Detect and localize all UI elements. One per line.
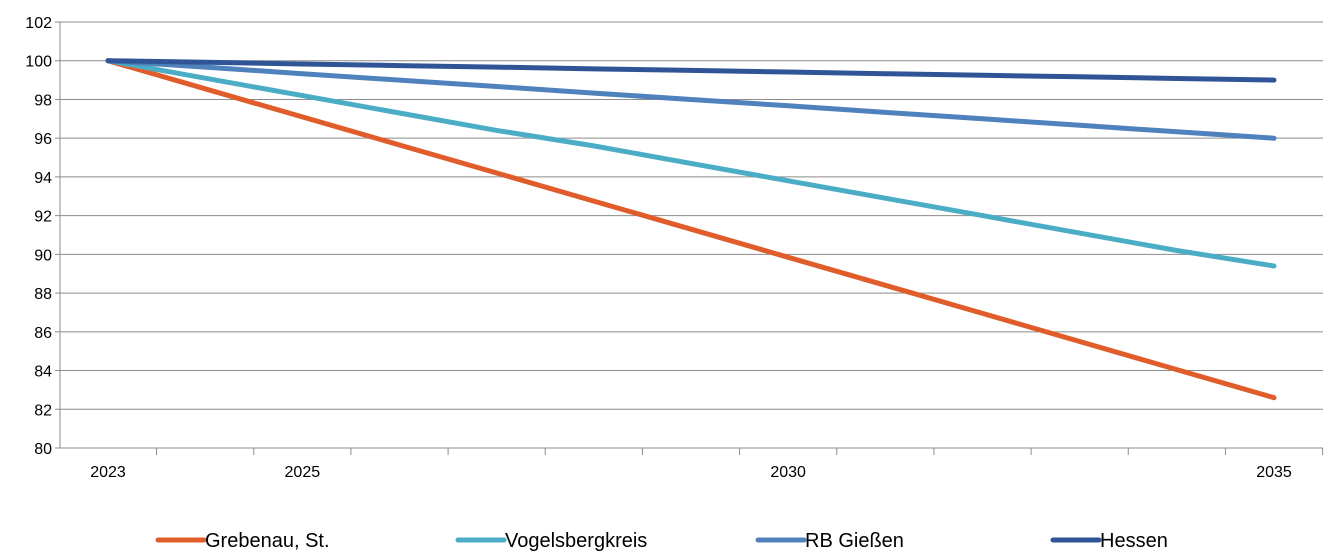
- legend-item: Grebenau, St.: [155, 530, 330, 552]
- y-tick-label: 96: [34, 131, 52, 148]
- legend-item: Hessen: [1050, 530, 1168, 552]
- legend-item: RB Gießen: [755, 530, 904, 552]
- x-tick-label: 2025: [285, 464, 321, 481]
- legend: Grebenau, St. Vogelsbergkreis RB Gießen Hes…: [155, 530, 1168, 552]
- y-tick-label: 90: [34, 247, 52, 264]
- series-line-3: [105, 58, 1277, 83]
- series-line-0: [105, 58, 1277, 401]
- legend-label: Hessen: [1100, 530, 1168, 552]
- legend-label: RB Gießen: [805, 530, 904, 552]
- x-tick-label: 2023: [90, 464, 126, 481]
- y-tick-label: 98: [34, 92, 52, 109]
- y-tick-label: 102: [25, 15, 52, 32]
- series-lines: [105, 58, 1277, 401]
- y-tick-label: 92: [34, 209, 52, 226]
- legend-label: Vogelsbergkreis: [505, 530, 647, 552]
- axes: 80 82 84 86 88 90 92 94 96 98 100 102 2023 2025 2030 20…: [25, 15, 1324, 481]
- x-tick-label: 2035: [1256, 464, 1292, 481]
- y-tick-label: 80: [34, 441, 52, 458]
- y-tick-label: 94: [34, 170, 52, 187]
- series-line-2: [105, 58, 1277, 141]
- y-tick-label: 86: [34, 325, 52, 342]
- x-tick-label: 2030: [770, 464, 806, 481]
- y-tick-label: 84: [34, 364, 52, 381]
- legend-item: Vogelsbergkreis: [455, 530, 647, 552]
- y-tick-label: 82: [34, 402, 52, 419]
- legend-label: Grebenau, St.: [205, 530, 330, 552]
- y-tick-label: 88: [34, 286, 52, 303]
- y-tick-label: 100: [25, 54, 52, 71]
- series-line-1: [105, 58, 1277, 269]
